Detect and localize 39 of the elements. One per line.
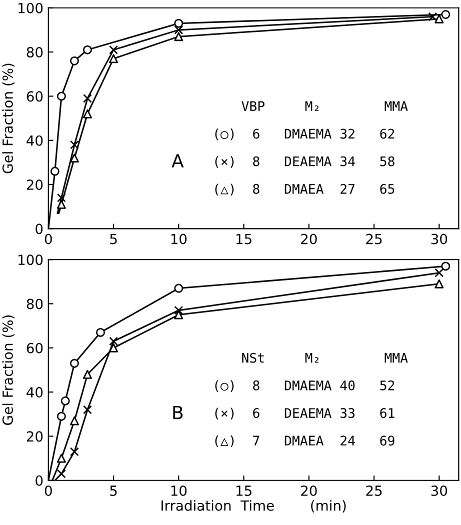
x-tick-label: 30 xyxy=(431,485,448,496)
y-tick-label: 80 xyxy=(26,298,43,310)
annotation: (×) 6 DEAEMA 33 61 xyxy=(215,408,394,420)
y-axis-title: Gel Fraction (%) xyxy=(2,315,15,425)
x-tick-label: 10 xyxy=(171,234,187,244)
x-tick-label: 20 xyxy=(301,485,317,496)
y-tick-label: 40 xyxy=(26,135,43,146)
y-tick-label: 0 xyxy=(36,224,43,234)
y-tick-label: 0 xyxy=(36,475,43,486)
y-tick-label: 100 xyxy=(18,254,43,266)
annotation: VBP M₂ MMA xyxy=(242,101,408,111)
x-tick-label: 15 xyxy=(236,486,252,496)
x-tick-label: 5 xyxy=(110,234,117,244)
x-tick-label: 20 xyxy=(301,234,317,244)
x-tick-label: 30 xyxy=(431,234,448,244)
annotation: (×) 8 DEAEMA 34 58 xyxy=(215,156,394,168)
x-tick-label: 0 xyxy=(44,234,52,244)
annotation: (○) 6 DMAEMA 32 62 xyxy=(215,128,394,140)
x-tick-label: 25 xyxy=(366,234,382,244)
y-tick-label: 20 xyxy=(26,431,43,442)
x-tick-label: 15 xyxy=(236,234,252,244)
annotation: B xyxy=(173,406,183,420)
x-tick-label: 5 xyxy=(110,486,117,496)
y-tick-label: 20 xyxy=(26,179,43,190)
y-tick-label: 60 xyxy=(26,342,43,354)
x-tick-label: 25 xyxy=(366,485,382,496)
annotation: (△) 7 DMAEA 24 69 xyxy=(215,435,394,448)
y-tick-label: 60 xyxy=(26,91,43,102)
y-tick-label: 100 xyxy=(18,2,43,14)
y-tick-label: 40 xyxy=(26,387,43,398)
y-axis-title: Gel Fraction (%) xyxy=(2,64,15,174)
annotation: A xyxy=(172,154,184,168)
annotation: NSt M₂ MMA xyxy=(242,352,408,363)
x-tick-label: 0 xyxy=(44,485,52,496)
annotation: (△) 8 DMAEA 27 65 xyxy=(215,184,394,196)
x-axis-title: Irradiation Time (min) xyxy=(162,500,346,512)
x-tick-label: 10 xyxy=(171,485,187,496)
y-tick-label: 80 xyxy=(26,47,43,58)
annotation: (○) 8 DMAEMA 40 52 xyxy=(215,380,394,392)
